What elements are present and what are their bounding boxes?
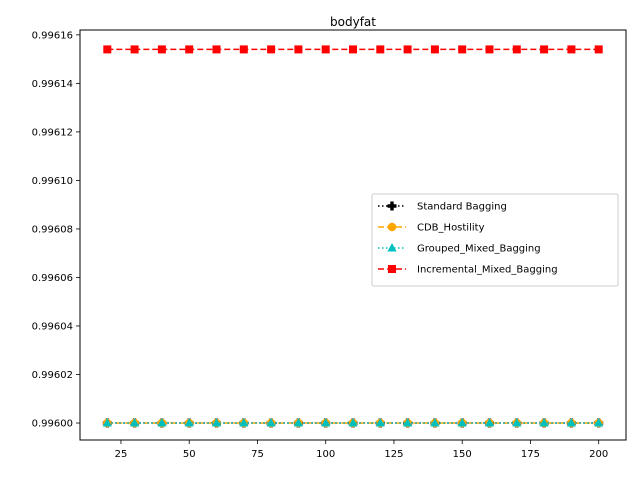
data-point — [321, 418, 331, 427]
y-tick-label: 0.99608 — [32, 224, 73, 235]
x-axis: 25 50 75 100 125 150 175 200 — [115, 440, 608, 460]
data-point — [430, 45, 439, 54]
legend-marker — [387, 222, 397, 232]
data-point — [430, 418, 440, 427]
data-point — [349, 45, 357, 54]
data-point — [103, 45, 112, 54]
x-tick-label: 100 — [316, 449, 335, 460]
data-point — [212, 45, 221, 54]
data-point — [266, 418, 276, 427]
data-point — [294, 45, 303, 54]
x-tick-label: 75 — [251, 449, 264, 460]
x-tick-label: 150 — [453, 449, 472, 460]
data-point — [594, 418, 604, 427]
x-tick-label: 125 — [384, 449, 403, 460]
legend-label: Incremental_Mixed_Bagging — [417, 265, 558, 276]
data-point — [293, 418, 303, 427]
data-point — [539, 418, 549, 427]
x-tick-label: 175 — [521, 449, 540, 460]
data-point — [403, 418, 413, 427]
data-point — [458, 45, 467, 54]
legend-marker — [388, 265, 396, 273]
data-point — [540, 45, 549, 54]
y-tick-label: 0.99610 — [32, 176, 73, 187]
legend-box — [371, 193, 619, 287]
data-point — [157, 418, 167, 427]
y-tick-label: 0.99606 — [32, 273, 73, 284]
data-point — [321, 45, 330, 54]
y-tick-label: 0.99612 — [32, 127, 73, 138]
series-layer — [102, 45, 604, 428]
y-tick-label: 0.99602 — [32, 370, 73, 381]
data-point — [185, 45, 194, 54]
data-point — [130, 45, 139, 54]
data-point — [348, 418, 358, 427]
legend-marker — [387, 201, 397, 211]
data-point — [102, 418, 112, 427]
y-tick-label: 0.99600 — [32, 419, 73, 430]
legend-label: Standard Bagging — [417, 202, 507, 213]
x-tick-label: 50 — [183, 449, 196, 460]
data-point — [457, 418, 467, 427]
series-Incremental_Mixed_Bagging — [103, 45, 603, 54]
legend-item: Grouped_Mixed_Bagging — [378, 243, 541, 255]
legend-item: CDB_Hostility — [378, 223, 485, 234]
legend: Standard Bagging CDB_Hostility Grouped_Mix… — [371, 193, 619, 287]
data-point — [267, 45, 276, 54]
data-point — [184, 418, 194, 427]
x-tick-label: 25 — [115, 449, 128, 460]
data-point — [239, 418, 249, 427]
data-point — [484, 418, 495, 427]
y-tick-label: 0.99616 — [32, 30, 73, 41]
data-point — [376, 45, 385, 54]
legend-marker — [387, 243, 397, 252]
data-point — [512, 418, 522, 427]
plot-frame — [79, 29, 627, 441]
data-point — [157, 45, 166, 54]
data-point — [512, 45, 521, 54]
legend-label: CDB_Hostility — [417, 223, 485, 234]
data-point — [375, 418, 385, 427]
data-point — [485, 45, 494, 54]
legend-item: Standard Bagging — [378, 201, 507, 213]
y-tick-label: 0.99604 — [32, 321, 73, 332]
data-point — [594, 45, 603, 54]
x-tick-label: 200 — [589, 449, 608, 460]
legend-label: Grouped_Mixed_Bagging — [417, 244, 541, 255]
legend-item: Incremental_Mixed_Bagging — [378, 265, 558, 276]
data-point — [130, 418, 140, 427]
chart-title: bodyfat — [330, 15, 376, 29]
series-Grouped_Mixed_Bagging — [102, 418, 604, 427]
data-point — [566, 418, 576, 427]
data-point — [239, 45, 248, 54]
data-point — [211, 418, 222, 427]
y-axis: 0.99600 0.99602 0.99604 0.99606 0.99608 0.996… — [32, 30, 80, 430]
y-tick-label: 0.99614 — [32, 79, 73, 90]
data-point — [567, 45, 576, 54]
data-point — [403, 45, 412, 54]
